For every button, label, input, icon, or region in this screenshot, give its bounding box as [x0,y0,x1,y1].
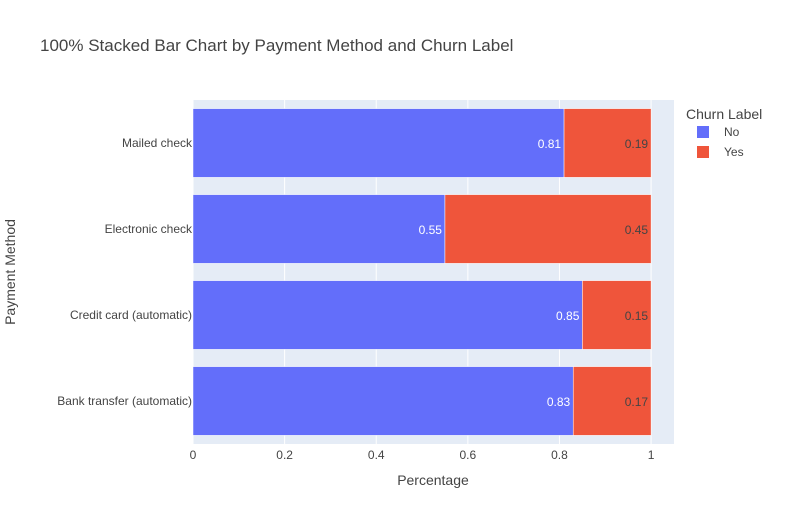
bar-value-label: 0.19 [625,137,649,151]
x-axis-tick-labels: 0 0.2 0.4 0.6 0.8 1 [190,448,655,462]
y-tick-label: Bank transfer (automatic) [57,394,192,408]
bars [192,108,652,436]
bar-value-label: 0.83 [547,395,571,409]
bar-no-0[interactable] [192,366,574,436]
x-tick-label: 0 [190,448,197,462]
y-tick-label: Credit card (automatic) [70,308,192,322]
bar-no-2[interactable] [192,194,446,264]
bar-value-label: 0.45 [625,223,649,237]
y-axis-label: Payment Method [2,219,18,325]
legend-title: Churn Label [686,106,762,122]
bar-value-label: 0.55 [419,223,443,237]
bar-yes-3[interactable] [563,108,652,178]
x-tick-label: 0.8 [551,448,568,462]
bar-no-3[interactable] [192,108,565,178]
bar-value-label: 0.85 [556,309,580,323]
bar-yes-0[interactable] [572,366,652,436]
bar-no-1[interactable] [192,280,583,350]
legend-swatch-no[interactable] [697,126,709,138]
bar-value-label: 0.15 [625,309,649,323]
y-tick-label: Mailed check [122,136,193,150]
bar-value-label: 0.17 [625,395,649,409]
bar-labels: 0.83 0.17 0.85 0.15 0.55 0.45 0.81 0.19 [419,137,649,409]
bar-value-label: 0.81 [538,137,562,151]
chart-title: 100% Stacked Bar Chart by Payment Method… [40,36,513,55]
x-tick-label: 1 [648,448,655,462]
bar-yes-1[interactable] [582,280,652,350]
x-tick-label: 0.4 [368,448,385,462]
x-tick-label: 0.2 [276,448,293,462]
legend: Churn Label No Yes [686,106,762,159]
x-tick-label: 0.6 [460,448,477,462]
x-axis-label: Percentage [397,472,469,488]
legend-item-label[interactable]: No [724,125,740,139]
legend-item-label[interactable]: Yes [724,145,744,159]
y-tick-label: Electronic check [105,222,193,236]
bar-yes-2[interactable] [444,194,652,264]
legend-swatch-yes[interactable] [697,146,709,158]
y-axis-tick-labels: Bank transfer (automatic) Credit card (au… [57,136,193,408]
